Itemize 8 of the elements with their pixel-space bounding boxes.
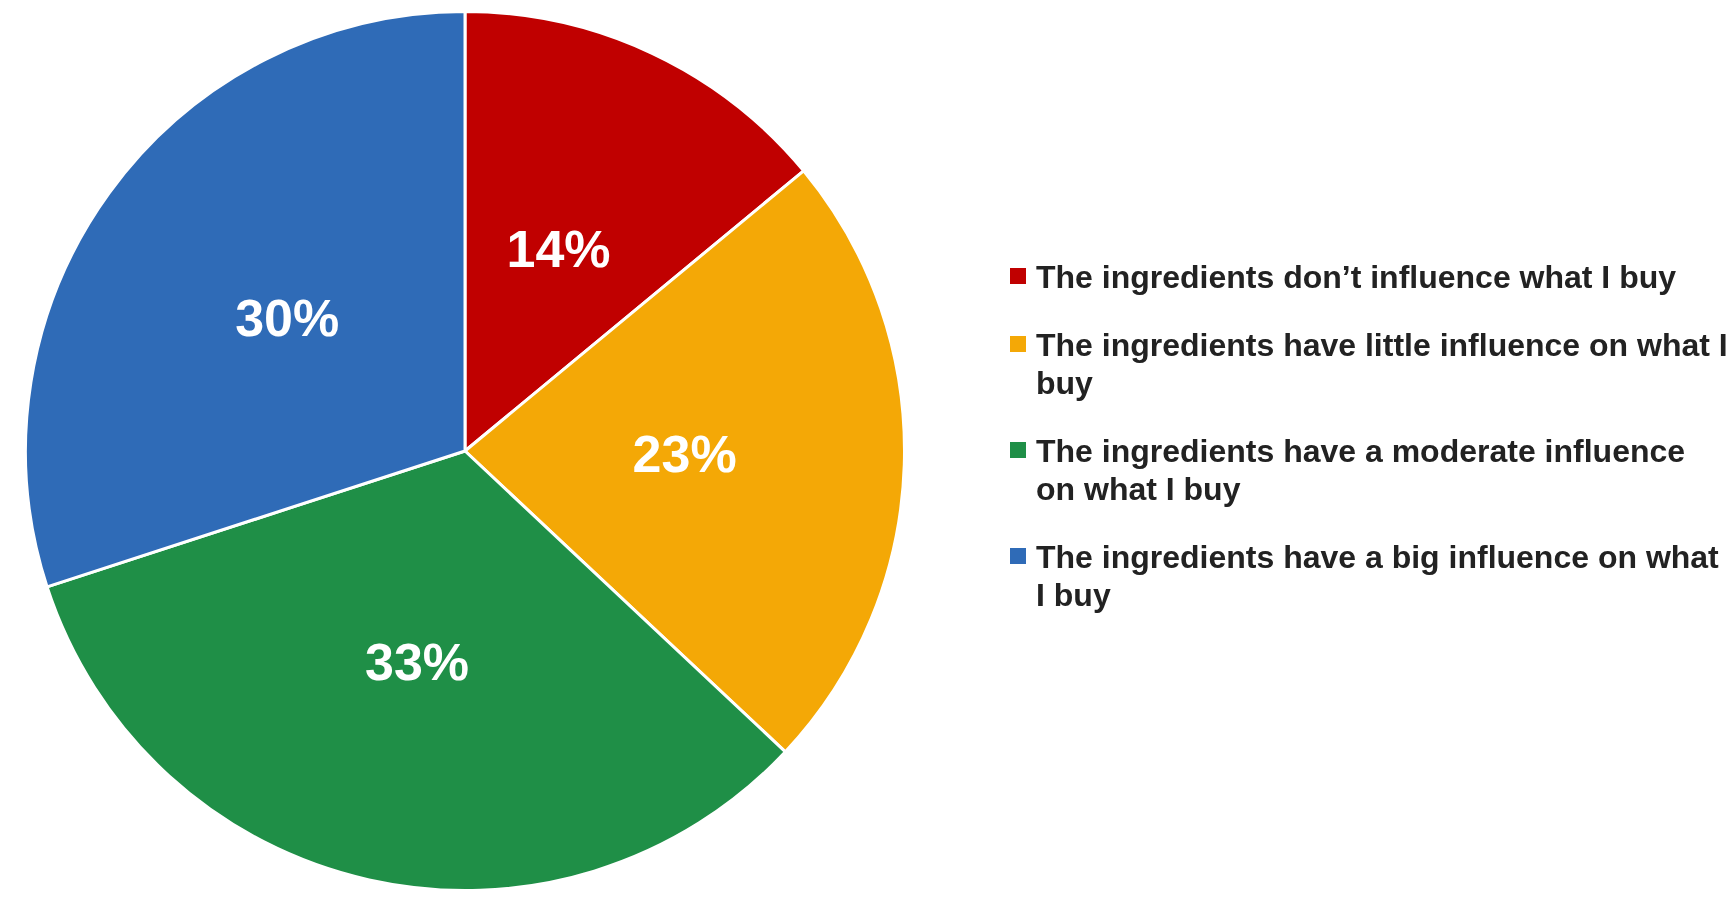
data-label: 14%	[506, 219, 611, 278]
data-label: 23%	[632, 425, 737, 484]
legend-label: The ingredients have a big influence on what I buy	[1036, 538, 1720, 614]
legend-label: The ingredients don’t influence what I buy	[1036, 258, 1677, 296]
data-label: 30%	[235, 289, 340, 348]
data-label: 33%	[365, 632, 470, 691]
legend-label: The ingredients have little influence on what I buy	[1036, 326, 1729, 402]
legend-label: The ingredients have a moderate influence on what I buy	[1036, 432, 1687, 508]
